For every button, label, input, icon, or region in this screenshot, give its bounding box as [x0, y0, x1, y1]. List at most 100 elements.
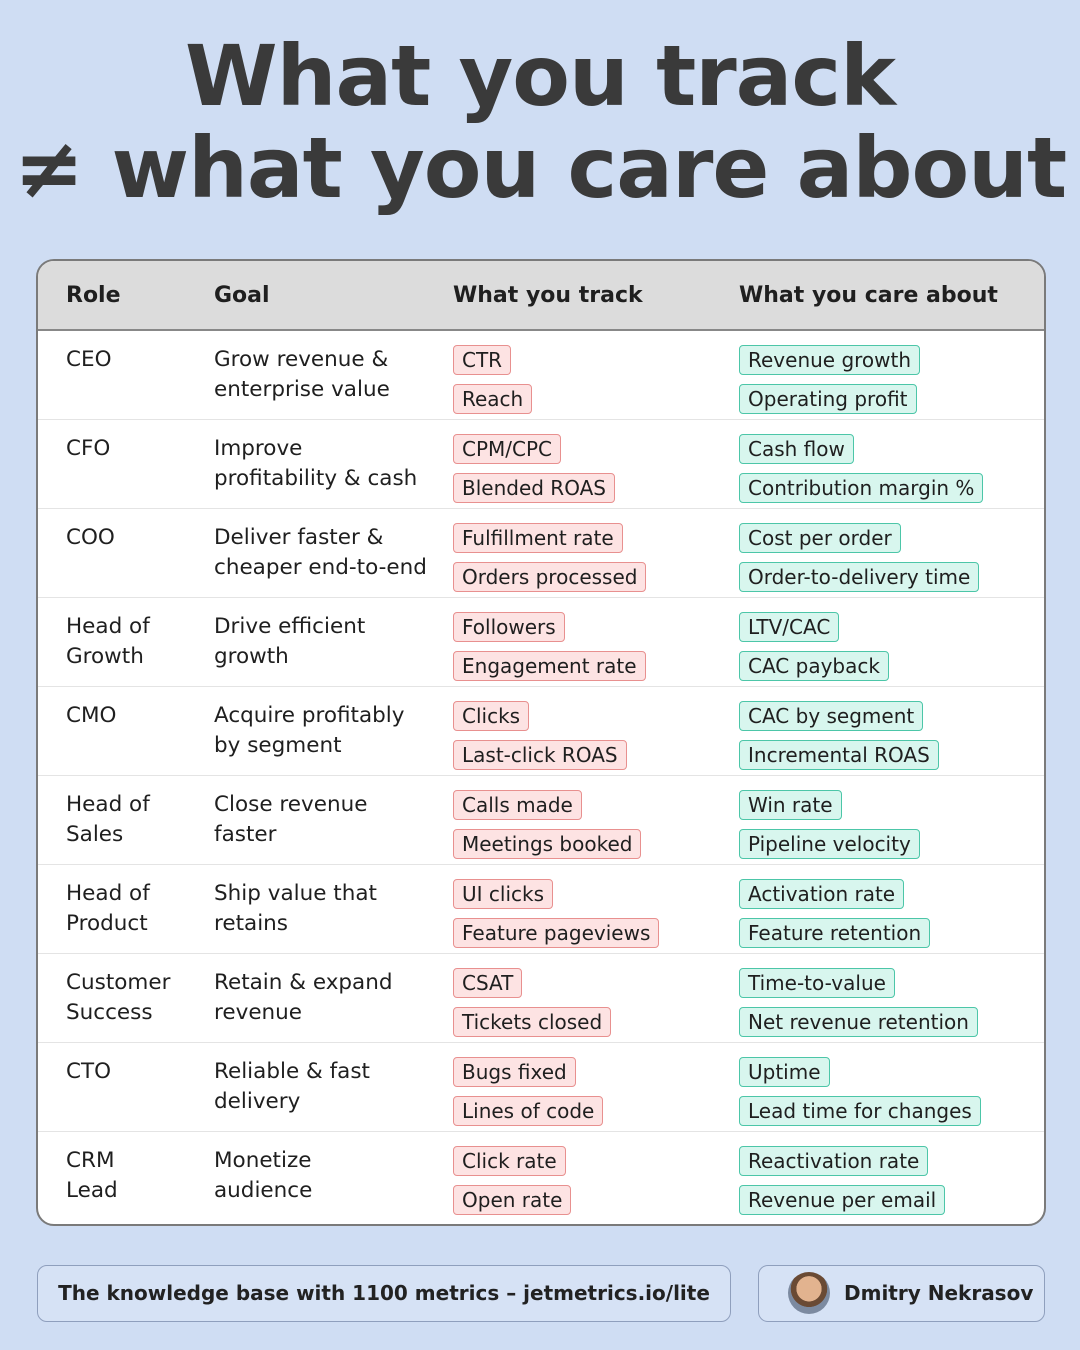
- track-metric-chip: Meetings booked: [453, 829, 642, 859]
- role-cell: CTO: [66, 1059, 112, 1084]
- care-metric-chip: Pipeline velocity: [739, 829, 920, 859]
- role-cell: CEO: [66, 347, 112, 372]
- goal-cell: Improve profitability & cash: [214, 436, 418, 491]
- header-role: Role: [66, 283, 121, 308]
- care-metric-chip: Cost per order: [739, 523, 901, 553]
- care-metric-chip: Revenue growth: [739, 345, 921, 375]
- care-metrics: Revenue growth Operating profit: [739, 345, 921, 423]
- track-metrics: Click rate Open rate: [453, 1146, 572, 1224]
- care-metrics: Cash flow Contribution margin %: [739, 434, 984, 512]
- track-metric-chip: Click rate: [453, 1146, 566, 1176]
- track-metric-chip: CTR: [453, 345, 512, 375]
- table-row: Head of Sales Close revenue faster Calls m…: [38, 776, 1044, 865]
- role-cell: Head of Sales: [66, 792, 150, 847]
- care-metric-chip: LTV/CAC: [739, 612, 840, 642]
- track-metric-chip: Fulfillment rate: [453, 523, 623, 553]
- track-metric-chip: Last-click ROAS: [453, 740, 627, 770]
- table-row: CMO Acquire profitably by segment Clicks La…: [38, 687, 1044, 776]
- care-metric-chip: Activation rate: [739, 879, 905, 909]
- track-metric-chip: CPM/CPC: [453, 434, 562, 464]
- table-row: Head of Growth Drive efficient growth Foll…: [38, 598, 1044, 687]
- track-metric-chip: Orders processed: [453, 562, 647, 592]
- table-row: Head of Product Ship value that retains UI…: [38, 865, 1044, 954]
- care-metric-chip: Win rate: [739, 790, 842, 820]
- author-name: Dmitry Nekrasov: [844, 1281, 1034, 1305]
- track-metrics: Followers Engagement rate: [453, 612, 646, 690]
- metrics-table: Role Goal What you track What you care a…: [36, 259, 1046, 1226]
- goal-cell: Grow revenue & enterprise value: [214, 347, 390, 402]
- table-body: CEO Grow revenue & enterprise value CTR Rea…: [38, 331, 1044, 1220]
- author-badge: Dmitry Nekrasov: [758, 1265, 1045, 1322]
- track-metrics: Clicks Last-click ROAS: [453, 701, 627, 779]
- care-metric-chip: CAC payback: [739, 651, 889, 681]
- role-cell: COO: [66, 525, 115, 550]
- table-header: Role Goal What you track What you care a…: [38, 261, 1044, 331]
- care-metrics: Time-to-value Net revenue retention: [739, 968, 978, 1046]
- track-metric-chip: Followers: [453, 612, 565, 642]
- track-metrics: UI clicks Feature pageviews: [453, 879, 660, 957]
- table-row: COO Deliver faster & cheaper end-to-end Fu…: [38, 509, 1044, 598]
- role-cell: CFO: [66, 436, 111, 461]
- knowledge-base-link[interactable]: The knowledge base with 1100 metrics – j…: [37, 1265, 731, 1322]
- track-metrics: CPM/CPC Blended ROAS: [453, 434, 615, 512]
- goal-cell: Drive efficient growth: [214, 614, 366, 669]
- care-metric-chip: Lead time for changes: [739, 1096, 981, 1126]
- track-metrics: CTR Reach: [453, 345, 533, 423]
- goal-cell: Monetize audience: [214, 1148, 313, 1203]
- table-row: CEO Grow revenue & enterprise value CTR Rea…: [38, 331, 1044, 420]
- goal-cell: Ship value that retains: [214, 881, 377, 936]
- care-metric-chip: Order-to-delivery time: [739, 562, 980, 592]
- page-title: What you track ≠ what you care about: [0, 30, 1080, 214]
- track-metric-chip: Feature pageviews: [453, 918, 660, 948]
- care-metric-chip: Time-to-value: [739, 968, 895, 998]
- table-row: CFO Improve profitability & cash CPM/CPC Bl…: [38, 420, 1044, 509]
- care-metrics: Reactivation rate Revenue per email: [739, 1146, 946, 1224]
- care-metrics: LTV/CAC CAC payback: [739, 612, 889, 690]
- track-metric-chip: Tickets closed: [453, 1007, 612, 1037]
- track-metric-chip: Clicks: [453, 701, 530, 731]
- track-metrics: CSAT Tickets closed: [453, 968, 612, 1046]
- goal-cell: Retain & expand revenue: [214, 970, 393, 1025]
- care-metrics: CAC by segment Incremental ROAS: [739, 701, 939, 779]
- care-metrics: Uptime Lead time for changes: [739, 1057, 981, 1135]
- track-metric-chip: Bugs fixed: [453, 1057, 576, 1087]
- goal-cell: Close revenue faster: [214, 792, 368, 847]
- care-metrics: Cost per order Order-to-delivery time: [739, 523, 980, 601]
- care-metric-chip: Revenue per email: [739, 1185, 946, 1215]
- track-metric-chip: Calls made: [453, 790, 582, 820]
- avatar: [788, 1272, 830, 1314]
- title-line-1: What you track: [185, 27, 896, 125]
- track-metric-chip: Blended ROAS: [453, 473, 615, 503]
- role-cell: Head of Product: [66, 881, 150, 936]
- role-cell: CRM Lead: [66, 1148, 118, 1203]
- header-care: What you care about: [739, 283, 998, 308]
- track-metric-chip: Engagement rate: [453, 651, 646, 681]
- track-metric-chip: Lines of code: [453, 1096, 604, 1126]
- role-cell: Customer Success: [66, 970, 171, 1025]
- role-cell: Head of Growth: [66, 614, 150, 669]
- table-row: CRM Lead Monetize audience Click rate Open …: [38, 1132, 1044, 1220]
- role-cell: CMO: [66, 703, 117, 728]
- table-row: Customer Success Retain & expand revenue C…: [38, 954, 1044, 1043]
- track-metric-chip: Open rate: [453, 1185, 572, 1215]
- care-metric-chip: Reactivation rate: [739, 1146, 929, 1176]
- header-goal: Goal: [214, 283, 270, 308]
- care-metric-chip: Contribution margin %: [739, 473, 984, 503]
- care-metric-chip: Incremental ROAS: [739, 740, 939, 770]
- care-metric-chip: Operating profit: [739, 384, 917, 414]
- goal-cell: Acquire profitably by segment: [214, 703, 405, 758]
- title-line-2: ≠ what you care about: [13, 119, 1067, 217]
- care-metrics: Activation rate Feature retention: [739, 879, 931, 957]
- knowledge-base-link-text: The knowledge base with 1100 metrics – j…: [58, 1281, 710, 1305]
- care-metric-chip: Uptime: [739, 1057, 830, 1087]
- track-metric-chip: CSAT: [453, 968, 523, 998]
- table-row: CTO Reliable & fast delivery Bugs fixed Lin…: [38, 1043, 1044, 1132]
- track-metrics: Bugs fixed Lines of code: [453, 1057, 604, 1135]
- care-metric-chip: Feature retention: [739, 918, 931, 948]
- care-metric-chip: CAC by segment: [739, 701, 924, 731]
- track-metrics: Fulfillment rate Orders processed: [453, 523, 647, 601]
- care-metric-chip: Cash flow: [739, 434, 854, 464]
- care-metrics: Win rate Pipeline velocity: [739, 790, 920, 868]
- track-metric-chip: Reach: [453, 384, 533, 414]
- header-track: What you track: [453, 283, 643, 308]
